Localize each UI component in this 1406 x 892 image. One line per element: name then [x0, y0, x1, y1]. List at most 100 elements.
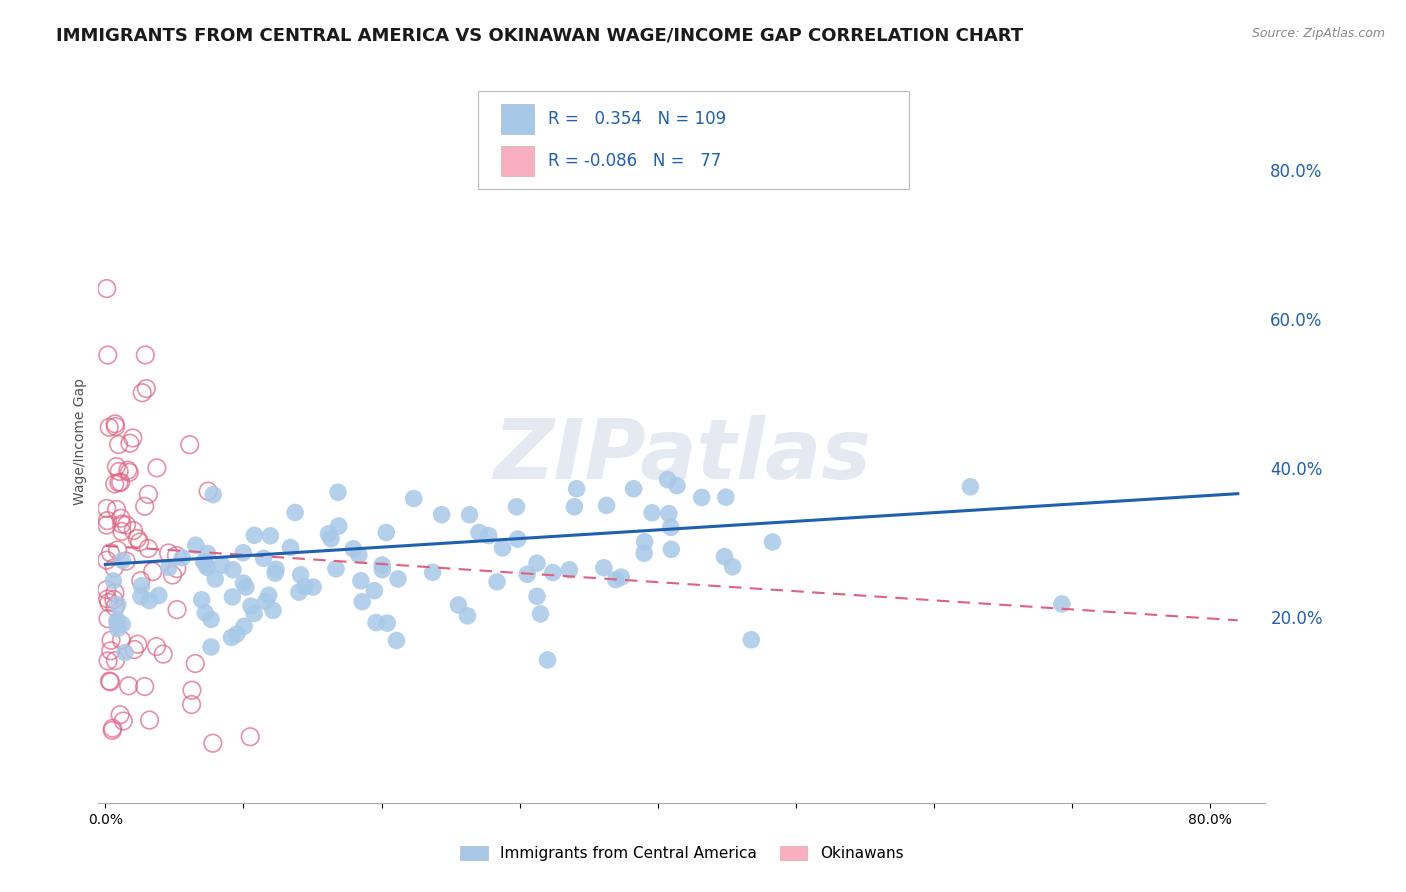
- Point: [165, 549, 187, 563]
- Point: [129, 590, 152, 604]
- Point: [225, 627, 247, 641]
- Point: [491, 541, 513, 555]
- Point: [107, 598, 129, 612]
- Point: [162, 568, 184, 582]
- Point: [97, 612, 120, 626]
- Point: [148, 589, 170, 603]
- Y-axis label: Wage/Income Gap: Wage/Income Gap: [73, 378, 87, 505]
- Point: [107, 622, 129, 636]
- Point: [350, 574, 373, 588]
- Point: [97, 595, 120, 609]
- Point: [105, 502, 128, 516]
- Point: [375, 525, 398, 540]
- Point: [184, 538, 207, 552]
- Point: [145, 640, 167, 654]
- Point: [690, 491, 713, 505]
- Point: [103, 592, 125, 607]
- Point: [127, 532, 149, 546]
- Point: [288, 585, 311, 599]
- Point: [197, 484, 219, 499]
- Point: [104, 654, 127, 668]
- Point: [107, 543, 129, 558]
- Point: [1050, 597, 1073, 611]
- Point: [202, 488, 225, 502]
- Point: [195, 558, 218, 572]
- Point: [122, 524, 145, 538]
- Text: ZIPatlas: ZIPatlas: [494, 416, 870, 497]
- Point: [114, 646, 136, 660]
- Point: [195, 560, 218, 574]
- Point: [180, 698, 202, 712]
- Point: [254, 594, 277, 608]
- Point: [96, 281, 118, 295]
- Point: [166, 602, 188, 616]
- Point: [595, 499, 617, 513]
- Point: [110, 511, 132, 525]
- Point: [290, 567, 312, 582]
- Point: [138, 713, 160, 727]
- Point: [458, 508, 481, 522]
- Point: [104, 476, 127, 491]
- FancyBboxPatch shape: [478, 91, 910, 189]
- Point: [325, 562, 347, 576]
- Point: [108, 475, 131, 490]
- Point: [195, 546, 218, 560]
- Point: [761, 535, 783, 549]
- Point: [194, 606, 217, 620]
- Point: [371, 563, 394, 577]
- Point: [136, 487, 159, 501]
- Point: [121, 431, 143, 445]
- Point: [128, 535, 150, 549]
- Point: [200, 612, 222, 626]
- Point: [166, 561, 188, 575]
- Point: [180, 683, 202, 698]
- Point: [565, 482, 588, 496]
- Point: [610, 570, 633, 584]
- Point: [111, 524, 134, 539]
- Point: [104, 419, 127, 434]
- Point: [101, 721, 124, 735]
- Point: [402, 491, 425, 506]
- Point: [485, 574, 508, 589]
- Point: [211, 558, 233, 573]
- Point: [526, 556, 548, 570]
- Point: [347, 548, 370, 562]
- Point: [659, 542, 682, 557]
- Text: IMMIGRANTS FROM CENTRAL AMERICA VS OKINAWAN WAGE/INCOME GAP CORRELATION CHART: IMMIGRANTS FROM CENTRAL AMERICA VS OKINA…: [56, 27, 1024, 45]
- Point: [352, 595, 374, 609]
- Point: [104, 599, 127, 614]
- Point: [422, 566, 444, 580]
- Point: [232, 546, 254, 560]
- Point: [456, 608, 478, 623]
- Point: [107, 437, 129, 451]
- Point: [110, 475, 132, 490]
- Point: [623, 482, 645, 496]
- Point: [98, 673, 121, 688]
- Point: [104, 417, 127, 431]
- Point: [505, 500, 527, 514]
- Point: [253, 551, 276, 566]
- Point: [136, 541, 159, 556]
- Point: [959, 480, 981, 494]
- Point: [157, 546, 180, 560]
- Point: [97, 591, 120, 606]
- Point: [111, 617, 134, 632]
- Point: [558, 563, 581, 577]
- Point: [124, 642, 146, 657]
- Point: [240, 599, 263, 613]
- Point: [100, 644, 122, 658]
- Point: [100, 633, 122, 648]
- Point: [385, 633, 408, 648]
- Point: [184, 657, 207, 671]
- Point: [342, 541, 364, 556]
- Text: R = -0.086   N =   77: R = -0.086 N = 77: [548, 152, 721, 169]
- FancyBboxPatch shape: [501, 104, 534, 135]
- Point: [115, 554, 138, 568]
- Point: [592, 560, 614, 574]
- Point: [302, 580, 325, 594]
- Point: [111, 517, 134, 532]
- Point: [131, 385, 153, 400]
- Point: [259, 529, 281, 543]
- Point: [117, 463, 139, 477]
- Point: [221, 631, 243, 645]
